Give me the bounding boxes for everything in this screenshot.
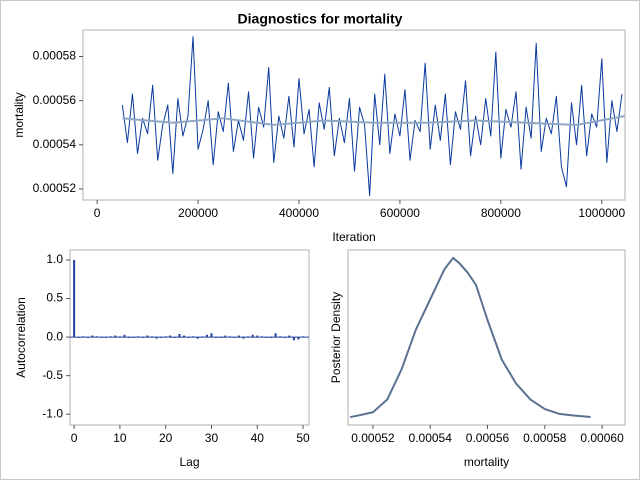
bar	[297, 337, 300, 340]
bar	[205, 334, 208, 338]
x-axis-label: Iteration	[332, 230, 375, 244]
y-tick-label: 0.0	[46, 329, 63, 343]
bar	[219, 337, 222, 338]
x-tick-label: 30	[205, 431, 219, 445]
x-tick-label: 50	[296, 431, 310, 445]
bar	[128, 337, 131, 338]
bar	[196, 337, 199, 339]
x-tick-label: 0	[71, 431, 78, 445]
bar	[137, 336, 140, 338]
bar	[237, 335, 240, 338]
bar	[224, 335, 227, 338]
bar	[201, 336, 204, 338]
y-tick-label: -0.5	[42, 368, 63, 382]
x-tick-label: 600000	[380, 206, 420, 220]
bar	[77, 337, 80, 338]
y-tick-label: 0.00056	[33, 93, 77, 107]
x-axis-label: mortality	[464, 455, 509, 469]
x-axis-label: Lag	[179, 455, 199, 469]
x-tick-label: 20	[159, 431, 173, 445]
y-tick-label: -1.0	[42, 406, 63, 420]
x-tick-label: 0.00056	[466, 431, 510, 445]
chart-title: Diagnostics for mortality	[238, 11, 403, 27]
y-axis-label: Posterior Density	[329, 292, 343, 383]
bar	[146, 335, 149, 338]
bar	[73, 260, 76, 338]
bar	[91, 335, 94, 338]
x-tick-label: 0.00054	[409, 431, 453, 445]
bar	[132, 337, 135, 338]
bar	[160, 337, 163, 338]
series-line	[121, 36, 623, 197]
x-tick-label: 0.00052	[351, 431, 395, 445]
bar	[105, 337, 108, 338]
bar	[265, 337, 268, 338]
bar	[114, 335, 117, 338]
bar	[169, 335, 172, 338]
bar	[251, 334, 254, 338]
y-tick-label: 0.00058	[33, 49, 77, 63]
bar	[292, 337, 295, 341]
bar	[283, 337, 286, 338]
x-tick-label: 0.00060	[580, 431, 624, 445]
y-tick-label: 1.0	[46, 252, 63, 266]
bar	[256, 335, 259, 338]
x-tick-label: 0	[94, 206, 101, 220]
bar	[155, 337, 158, 339]
bar	[269, 337, 272, 338]
x-tick-label: 200000	[178, 206, 218, 220]
bar	[164, 336, 167, 338]
bar	[288, 335, 291, 338]
x-tick-label: 800000	[481, 206, 521, 220]
plot-frame	[347, 249, 626, 426]
y-tick-label: 0.00052	[33, 181, 77, 195]
x-tick-label: 0.00058	[523, 431, 567, 445]
bar	[96, 336, 99, 338]
bar	[187, 337, 190, 338]
plot-frame	[82, 29, 626, 201]
bar	[109, 336, 112, 338]
bar	[260, 336, 263, 338]
bar	[150, 336, 153, 338]
bar	[192, 336, 195, 338]
x-tick-label: 1000000	[578, 206, 625, 220]
bar	[118, 336, 121, 338]
bar	[82, 336, 85, 338]
y-axis-label: mortality	[12, 92, 26, 137]
x-tick-label: 10	[113, 431, 127, 445]
bar	[178, 334, 181, 338]
x-tick-label: 400000	[279, 206, 319, 220]
bar	[123, 334, 126, 338]
bar	[86, 337, 89, 338]
bar	[247, 336, 250, 338]
bar	[210, 333, 213, 338]
bar	[183, 335, 186, 338]
bar	[279, 336, 282, 338]
bar	[228, 336, 231, 338]
bar	[100, 337, 103, 338]
series-line	[122, 115, 625, 126]
bar	[302, 336, 305, 338]
y-axis-label: Autocorrelation	[14, 297, 28, 378]
bar	[215, 337, 218, 338]
series-line	[349, 256, 591, 419]
bar	[233, 337, 236, 338]
x-tick-label: 40	[251, 431, 265, 445]
bar	[141, 337, 144, 338]
y-tick-label: 0.5	[46, 291, 63, 305]
bar	[274, 333, 277, 338]
bar	[242, 337, 245, 339]
y-tick-label: 0.00054	[33, 137, 77, 151]
bar	[173, 337, 176, 338]
